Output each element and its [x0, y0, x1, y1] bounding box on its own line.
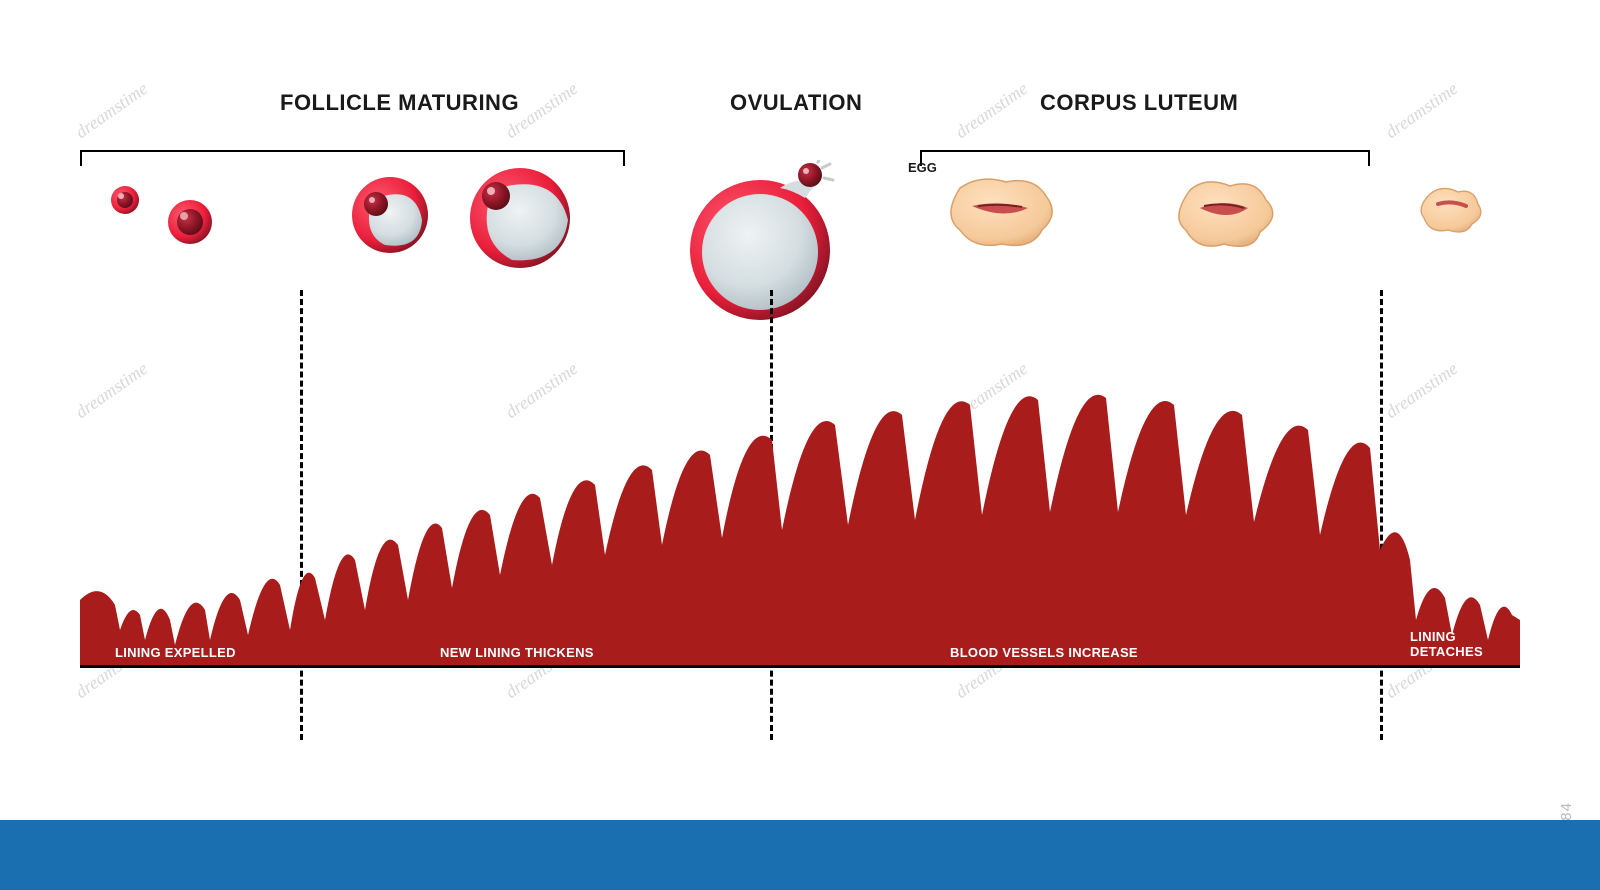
endo-label-vessels: BLOOD VESSELS INCREASE — [950, 645, 1138, 660]
phase-title-ovulation: OVULATION — [730, 90, 862, 116]
endometrium-chart — [80, 320, 1520, 670]
endo-label-thickens: NEW LINING THICKENS — [440, 645, 594, 660]
ovulation-follicle-icon — [690, 160, 833, 320]
follicle-stages-row — [80, 160, 1520, 300]
follicle-stage-4-icon — [470, 168, 570, 268]
corpus-luteum-1-icon — [951, 179, 1052, 245]
baseline-axis — [80, 665, 1520, 668]
menstrual-cycle-diagram: FOLLICLE MATURING OVULATION CORPUS LUTEU… — [80, 90, 1520, 750]
endo-label-detaches: LINING DETACHES — [1410, 630, 1483, 660]
follicle-stage-2-icon — [168, 200, 212, 244]
corpus-luteum-2-icon — [1179, 182, 1273, 246]
phase-title-follicle: FOLLICLE MATURING — [280, 90, 519, 116]
follicle-stage-1-icon — [111, 186, 139, 214]
bottom-brand-bar — [0, 820, 1600, 890]
egg-label: EGG — [908, 160, 937, 175]
corpus-albicans-icon — [1421, 188, 1481, 232]
endo-label-expelled: LINING EXPELLED — [115, 645, 236, 660]
phase-title-corpus: CORPUS LUTEUM — [1040, 90, 1238, 116]
follicle-stage-3-icon — [352, 177, 428, 253]
